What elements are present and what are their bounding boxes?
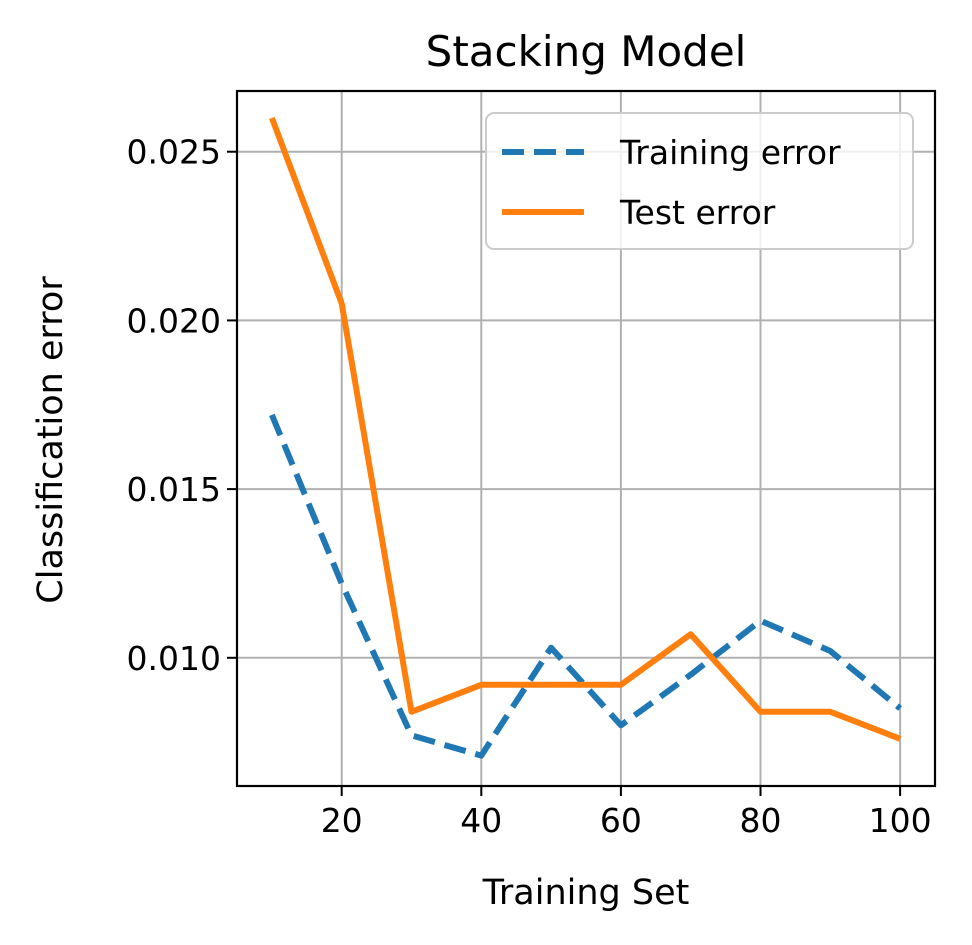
series-layer bbox=[269, 116, 903, 759]
x-tick-label: 40 bbox=[460, 801, 502, 840]
legend-box bbox=[485, 112, 914, 250]
x-tick-label: 20 bbox=[321, 801, 363, 840]
y-tick-label: 0.015 bbox=[127, 470, 221, 509]
x-tick-label: 80 bbox=[740, 801, 782, 840]
x-axis-label: Training Set bbox=[482, 873, 690, 913]
legend-label-test-error: Test error bbox=[619, 193, 776, 232]
y-axis-ticks: 0.010 0.015 0.020 0.025 bbox=[127, 133, 237, 678]
series-line-test-error bbox=[269, 116, 902, 742]
chart-title: Stacking Model bbox=[426, 27, 747, 76]
x-tick-label: 60 bbox=[600, 801, 642, 840]
y-tick-label: 0.020 bbox=[127, 301, 221, 340]
legend: Training error Test error bbox=[485, 112, 914, 250]
x-axis-ticks: 20 40 60 80 100 bbox=[321, 786, 932, 840]
series-line-training-error bbox=[269, 413, 903, 759]
y-tick-label: 0.010 bbox=[127, 639, 221, 678]
legend-label-training-error: Training error bbox=[619, 133, 841, 172]
y-axis-label: Classification error bbox=[31, 276, 71, 604]
plot-frame bbox=[235, 89, 937, 788]
x-tick-label: 100 bbox=[869, 801, 932, 840]
y-tick-label: 0.025 bbox=[127, 133, 221, 172]
